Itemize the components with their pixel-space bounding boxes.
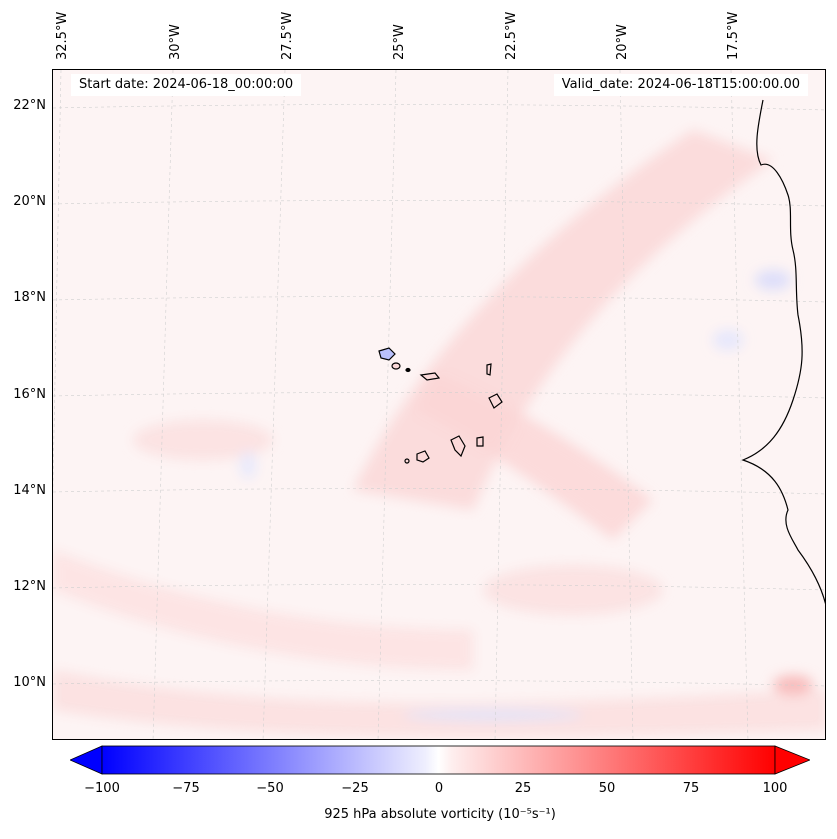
colorbar-tick-label: −100 bbox=[84, 781, 120, 796]
africa-coastline bbox=[741, 99, 825, 605]
colorbar-min-extend bbox=[70, 745, 103, 775]
colorbar-tick-label: −75 bbox=[172, 781, 200, 796]
cape-verde-islands bbox=[378, 347, 503, 464]
colorbar-max-extend bbox=[774, 745, 810, 775]
lon-label-25w: 25°W bbox=[392, 24, 407, 60]
lat-label-12n: 12°N bbox=[13, 579, 46, 594]
colorbar-tick-label: 75 bbox=[682, 781, 700, 796]
vorticity-shading bbox=[53, 130, 825, 737]
lat-label-22n: 22°N bbox=[13, 98, 46, 113]
lat-label-16n: 16°N bbox=[13, 387, 46, 402]
colorbar-tick-label: 0 bbox=[434, 781, 444, 796]
colorbar-tick-label: −25 bbox=[341, 781, 369, 796]
colorbar-tick-label: 100 bbox=[762, 781, 788, 796]
colorbar-tick-label: −50 bbox=[256, 781, 284, 796]
colorbar-gradient bbox=[101, 745, 776, 775]
colorbar bbox=[70, 745, 810, 775]
lon-label-22-5w: 22.5°W bbox=[504, 11, 519, 60]
lon-label-17-5w: 17.5°W bbox=[726, 11, 741, 60]
lat-label-18n: 18°N bbox=[13, 290, 46, 305]
lon-label-30w: 30°W bbox=[168, 24, 183, 60]
lat-label-14n: 14°N bbox=[13, 483, 46, 498]
colorbar-tick-label: 50 bbox=[598, 781, 616, 796]
map-panel[interactable] bbox=[52, 69, 826, 740]
valid-date-label: Valid_date: 2024-06-18T15:00:00.00 bbox=[553, 74, 808, 96]
graticule bbox=[53, 70, 825, 739]
vorticity-field bbox=[53, 70, 825, 739]
colorbar-title: 925 hPa absolute vorticity (10⁻⁵s⁻¹) bbox=[324, 807, 556, 822]
lon-label-27-5w: 27.5°W bbox=[280, 11, 295, 60]
lat-label-10n: 10°N bbox=[13, 675, 46, 690]
lon-label-32-5w: 32.5°W bbox=[55, 11, 70, 60]
colorbar-tick-label: 25 bbox=[514, 781, 532, 796]
lon-label-20w: 20°W bbox=[615, 24, 630, 60]
lat-label-20n: 20°N bbox=[13, 194, 46, 209]
start-date-label: Start date: 2024-06-18_00:00:00 bbox=[71, 74, 302, 96]
